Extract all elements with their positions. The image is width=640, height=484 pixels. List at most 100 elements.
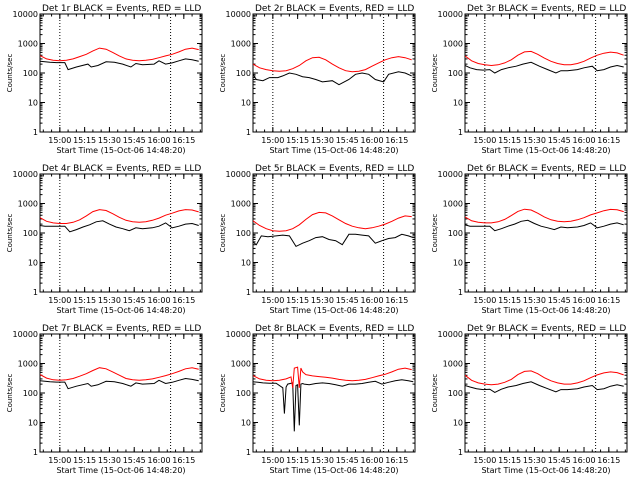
plot-frame xyxy=(39,333,203,453)
x-axis-label: Start Time (15-Oct-06 14:48:20) xyxy=(269,146,398,155)
x-tick-label: 15:00 xyxy=(261,296,284,305)
y-tick-label: 10000 xyxy=(226,330,251,339)
y-tick-label: 1 xyxy=(246,128,251,137)
x-axis-label: Start Time (15-Oct-06 14:48:20) xyxy=(481,146,610,155)
y-axis-label: Counts/sec xyxy=(431,54,439,93)
y-axis-label: Counts/sec xyxy=(6,214,14,253)
x-tick-label: 16:00 xyxy=(147,136,170,145)
x-tick-label: 16:00 xyxy=(147,296,170,305)
y-tick-label: 10000 xyxy=(438,330,463,339)
detector-panel: Det 3r BLACK = Events, RED = LLD 1 10 100 10… xyxy=(431,4,628,155)
x-tick-label: 15:00 xyxy=(261,456,284,465)
x-tick-label: 16:00 xyxy=(572,136,595,145)
x-tick-label: 16:00 xyxy=(360,296,383,305)
y-axis-label: Counts/sec xyxy=(219,374,227,413)
x-tick-label: 15:30 xyxy=(523,136,546,145)
x-tick-label: 15:45 xyxy=(548,456,571,465)
y-tick-label: 1 xyxy=(458,288,463,297)
x-tick-label: 15:00 xyxy=(48,296,71,305)
y-tick-label: 1 xyxy=(246,288,251,297)
y-tick-label: 100 xyxy=(23,69,38,78)
y-tick-label: 1000 xyxy=(18,40,38,49)
x-tick-label: 16:00 xyxy=(572,296,595,305)
y-tick-label: 1000 xyxy=(18,360,38,369)
x-tick-label: 15:15 xyxy=(73,456,96,465)
x-tick-label: 15:00 xyxy=(473,456,496,465)
x-axis-label: Start Time (15-Oct-06 14:48:20) xyxy=(56,146,185,155)
y-tick-label: 1000 xyxy=(443,40,463,49)
y-tick-label: 10 xyxy=(241,419,251,428)
x-tick-label: 15:15 xyxy=(498,136,521,145)
y-tick-label: 1000 xyxy=(231,200,251,209)
x-tick-label: 15:15 xyxy=(498,456,521,465)
y-tick-label: 10 xyxy=(241,99,251,108)
events-series-line xyxy=(40,58,199,71)
x-axis-label: Start Time (15-Oct-06 14:48:20) xyxy=(56,466,185,475)
panel-title: Det 3r BLACK = Events, RED = LLD xyxy=(467,4,626,14)
detector-panel: Det 2r BLACK = Events, RED = LLD 1 10 100 10… xyxy=(219,4,416,155)
y-tick-label: 10000 xyxy=(226,10,251,19)
x-tick-label: 16:00 xyxy=(360,456,383,465)
x-tick-label: 15:15 xyxy=(73,136,96,145)
plot-frame xyxy=(39,173,203,293)
y-tick-label: 10 xyxy=(241,259,251,268)
y-tick-label: 100 xyxy=(236,69,251,78)
y-axis-label: Counts/sec xyxy=(6,54,14,93)
y-tick-label: 1000 xyxy=(18,200,38,209)
x-tick-label: 15:45 xyxy=(123,456,146,465)
detector-panel: Det 8r BLACK = Events, RED = LLD 1 10 100 10… xyxy=(219,324,416,475)
x-tick-label: 15:00 xyxy=(261,136,284,145)
events-series-line xyxy=(253,379,414,432)
x-tick-label: 15:45 xyxy=(548,296,571,305)
y-tick-label: 10000 xyxy=(13,170,38,179)
events-series-line xyxy=(465,61,624,74)
lld-series-line xyxy=(40,47,199,62)
y-tick-label: 100 xyxy=(23,389,38,398)
panel-title: Det 7r BLACK = Events, RED = LLD xyxy=(42,324,201,334)
y-axis-label: Counts/sec xyxy=(431,374,439,413)
y-tick-label: 1 xyxy=(33,448,38,457)
events-series-line xyxy=(40,220,199,233)
x-tick-label: 15:00 xyxy=(473,296,496,305)
detector-panel: Det 7r BLACK = Events, RED = LLD 1 10 100 10… xyxy=(6,324,203,475)
panel-title: Det 1r BLACK = Events, RED = LLD xyxy=(42,4,201,14)
y-tick-label: 1000 xyxy=(443,360,463,369)
x-tick-label: 16:15 xyxy=(385,296,408,305)
x-tick-label: 15:15 xyxy=(286,136,309,145)
x-tick-label: 15:45 xyxy=(123,296,146,305)
y-tick-label: 100 xyxy=(236,229,251,238)
x-tick-label: 16:00 xyxy=(572,456,595,465)
x-tick-label: 15:00 xyxy=(473,136,496,145)
plot-frame xyxy=(464,173,628,293)
lld-series-line xyxy=(253,56,412,73)
x-tick-label: 15:45 xyxy=(336,296,359,305)
plot-frame xyxy=(252,173,416,293)
detector-panel: Det 1r BLACK = Events, RED = LLD 1 10 100 10… xyxy=(6,4,203,155)
y-tick-label: 1 xyxy=(33,128,38,137)
x-tick-label: 15:30 xyxy=(98,136,121,145)
events-series-line xyxy=(465,219,624,232)
y-tick-label: 1 xyxy=(458,448,463,457)
x-tick-label: 15:30 xyxy=(523,456,546,465)
x-tick-label: 15:15 xyxy=(286,456,309,465)
x-tick-label: 15:00 xyxy=(48,456,71,465)
x-axis-label: Start Time (15-Oct-06 14:48:20) xyxy=(56,306,185,315)
y-tick-label: 1000 xyxy=(443,200,463,209)
panel-title: Det 2r BLACK = Events, RED = LLD xyxy=(255,4,414,14)
lld-series-line xyxy=(253,211,412,232)
plot-frame xyxy=(252,13,416,133)
plot-frame xyxy=(464,333,628,453)
y-axis-label: Counts/sec xyxy=(6,374,14,413)
lld-series-line xyxy=(465,50,624,67)
x-tick-label: 15:30 xyxy=(311,136,334,145)
y-tick-label: 1000 xyxy=(231,40,251,49)
y-tick-label: 10 xyxy=(28,99,38,108)
lld-series-line xyxy=(253,366,412,388)
y-axis-label: Counts/sec xyxy=(219,54,227,93)
y-tick-label: 10 xyxy=(453,99,463,108)
panel-title: Det 6r BLACK = Events, RED = LLD xyxy=(467,164,626,174)
panel-title: Det 5r BLACK = Events, RED = LLD xyxy=(255,164,414,174)
x-tick-label: 15:45 xyxy=(336,136,359,145)
y-tick-label: 100 xyxy=(448,69,463,78)
y-tick-label: 1 xyxy=(246,448,251,457)
